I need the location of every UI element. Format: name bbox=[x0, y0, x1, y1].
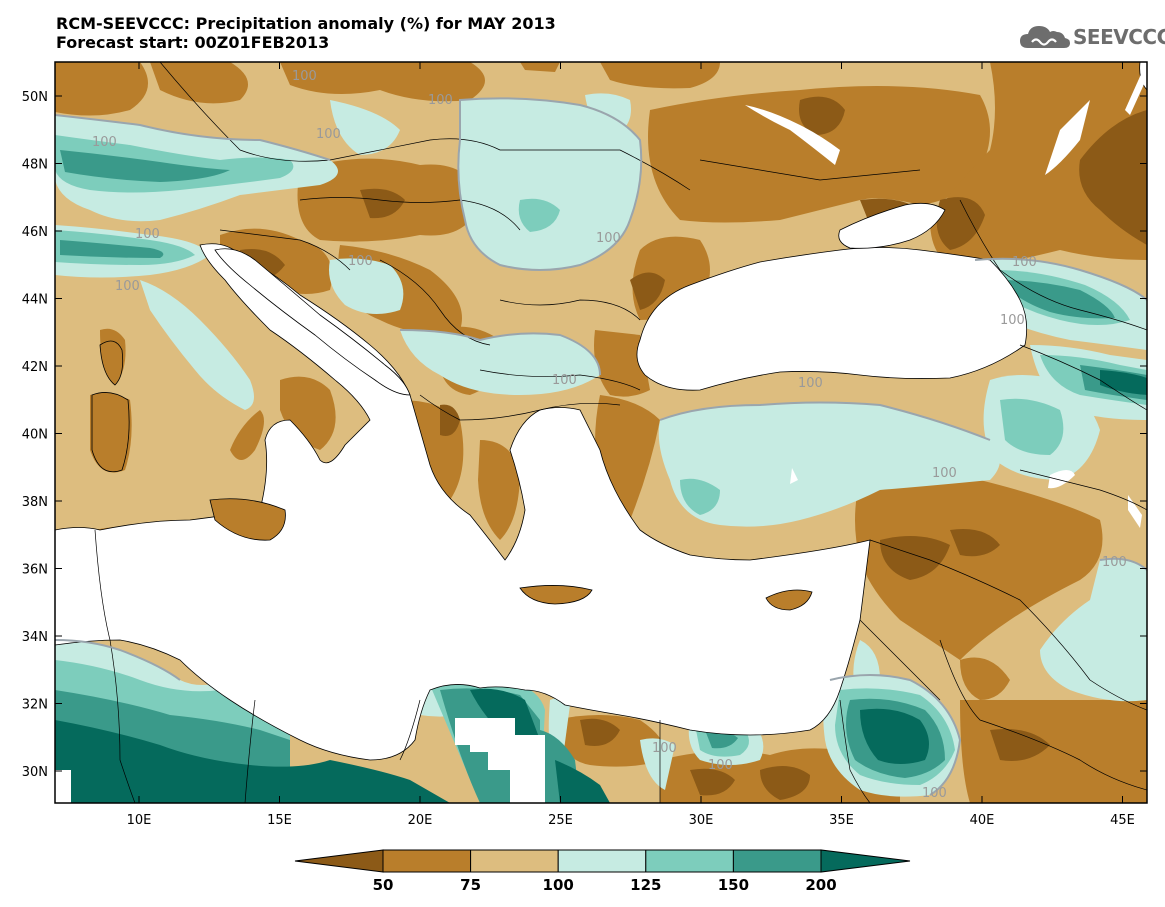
chart-subtitle: Forecast start: 00Z01FEB2013 bbox=[56, 33, 330, 52]
lat-label: 40N bbox=[22, 428, 48, 443]
island-crete bbox=[519, 585, 593, 605]
lon-label: 15E bbox=[267, 813, 292, 828]
colorbar-triangle-low bbox=[294, 849, 384, 873]
lat-label: 42N bbox=[22, 360, 48, 375]
colorbar-swatch bbox=[732, 849, 822, 873]
lon-axis: 10E 15E 20E 25E 30E 35E 40E 45E bbox=[127, 62, 1135, 828]
colorbar: 50 75 100 125 150 200 bbox=[294, 849, 911, 894]
lat-label: 46N bbox=[22, 225, 48, 240]
colorbar-swatch bbox=[470, 849, 559, 873]
contour-label: 100 bbox=[135, 227, 160, 242]
islands bbox=[91, 340, 813, 611]
colorbar-label: 150 bbox=[718, 876, 749, 894]
colorbar-label: 125 bbox=[630, 876, 661, 894]
lat-label: 34N bbox=[22, 630, 48, 645]
mediterranean-sea bbox=[55, 243, 871, 761]
contour-label: 100 bbox=[652, 741, 677, 756]
contour-label: 100 bbox=[798, 376, 823, 391]
colorbar-label: 100 bbox=[543, 876, 574, 894]
contour-labels: 100 100 100 100 100 100 100 100 100 100 … bbox=[92, 69, 1127, 801]
lat-label: 38N bbox=[22, 495, 48, 510]
map-field: 100 100 100 100 100 100 100 100 100 100 … bbox=[55, 62, 1147, 803]
contour-label: 100 bbox=[922, 786, 947, 801]
azov-sea bbox=[838, 202, 946, 249]
contour-label: 100 bbox=[1000, 313, 1025, 328]
contour-label: 100 bbox=[348, 254, 373, 269]
lat-label: 48N bbox=[22, 158, 48, 173]
lat-label: 50N bbox=[22, 90, 48, 105]
contour-label: 100 bbox=[596, 231, 621, 246]
lat-label: 30N bbox=[22, 765, 48, 780]
adriatic-sea bbox=[214, 248, 411, 396]
lon-label: 30E bbox=[689, 813, 714, 828]
contour-label: 100 bbox=[292, 69, 317, 84]
contour-label: 100 bbox=[552, 373, 577, 388]
island-cyprus bbox=[765, 589, 813, 611]
lon-label: 40E bbox=[970, 813, 995, 828]
lon-label: 45E bbox=[1110, 813, 1135, 828]
colorbar-label: 50 bbox=[373, 876, 394, 894]
lon-label: 20E bbox=[408, 813, 433, 828]
colorbar-label: 75 bbox=[460, 876, 481, 894]
colorbar-triangle-high bbox=[820, 849, 911, 873]
island-sicily bbox=[209, 498, 286, 541]
lat-label: 44N bbox=[22, 293, 48, 308]
map-frame bbox=[54, 61, 1148, 804]
country-borders bbox=[94, 62, 1147, 803]
lat-label: 32N bbox=[22, 698, 48, 713]
contour-label: 100 bbox=[708, 758, 733, 773]
colorbar-swatch bbox=[557, 849, 647, 873]
sea-areas bbox=[55, 62, 1147, 761]
chart-title: RCM-SEEVCCC: Precipitation anomaly (%) f… bbox=[56, 14, 556, 33]
contour-label: 100 bbox=[1012, 255, 1037, 270]
field-above-200 bbox=[55, 370, 1147, 803]
seevccc-logo: SEEVCCC bbox=[1018, 22, 1165, 52]
missing-data bbox=[55, 72, 1145, 803]
lon-label: 10E bbox=[127, 813, 152, 828]
logo-text: SEEVCCC bbox=[1073, 25, 1165, 49]
lon-label: 35E bbox=[829, 813, 854, 828]
contour-label: 100 bbox=[932, 466, 957, 481]
chart-title-block: RCM-SEEVCCC: Precipitation anomaly (%) f… bbox=[56, 14, 556, 52]
colorbar-label: 200 bbox=[805, 876, 836, 894]
colorbar-swatch bbox=[382, 849, 472, 873]
lat-axis: 50N 48N 46N 44N 42N 40N 38N 36N 34N 32N 30N bbox=[22, 90, 1147, 780]
island-sardinia bbox=[91, 392, 130, 473]
lon-label: 25E bbox=[548, 813, 573, 828]
cloud-logo-icon bbox=[1020, 26, 1070, 48]
colorbar-swatch bbox=[645, 849, 734, 873]
black-sea bbox=[636, 247, 1028, 391]
lat-label: 36N bbox=[22, 563, 48, 578]
contour-label: 100 bbox=[428, 93, 453, 108]
contour-label: 100 bbox=[316, 127, 341, 142]
contour-label: 100 bbox=[1102, 555, 1127, 570]
island-corsica bbox=[99, 340, 124, 386]
contour-label: 100 bbox=[115, 279, 140, 294]
contour-lines bbox=[55, 97, 1147, 796]
contour-label: 100 bbox=[92, 135, 117, 150]
